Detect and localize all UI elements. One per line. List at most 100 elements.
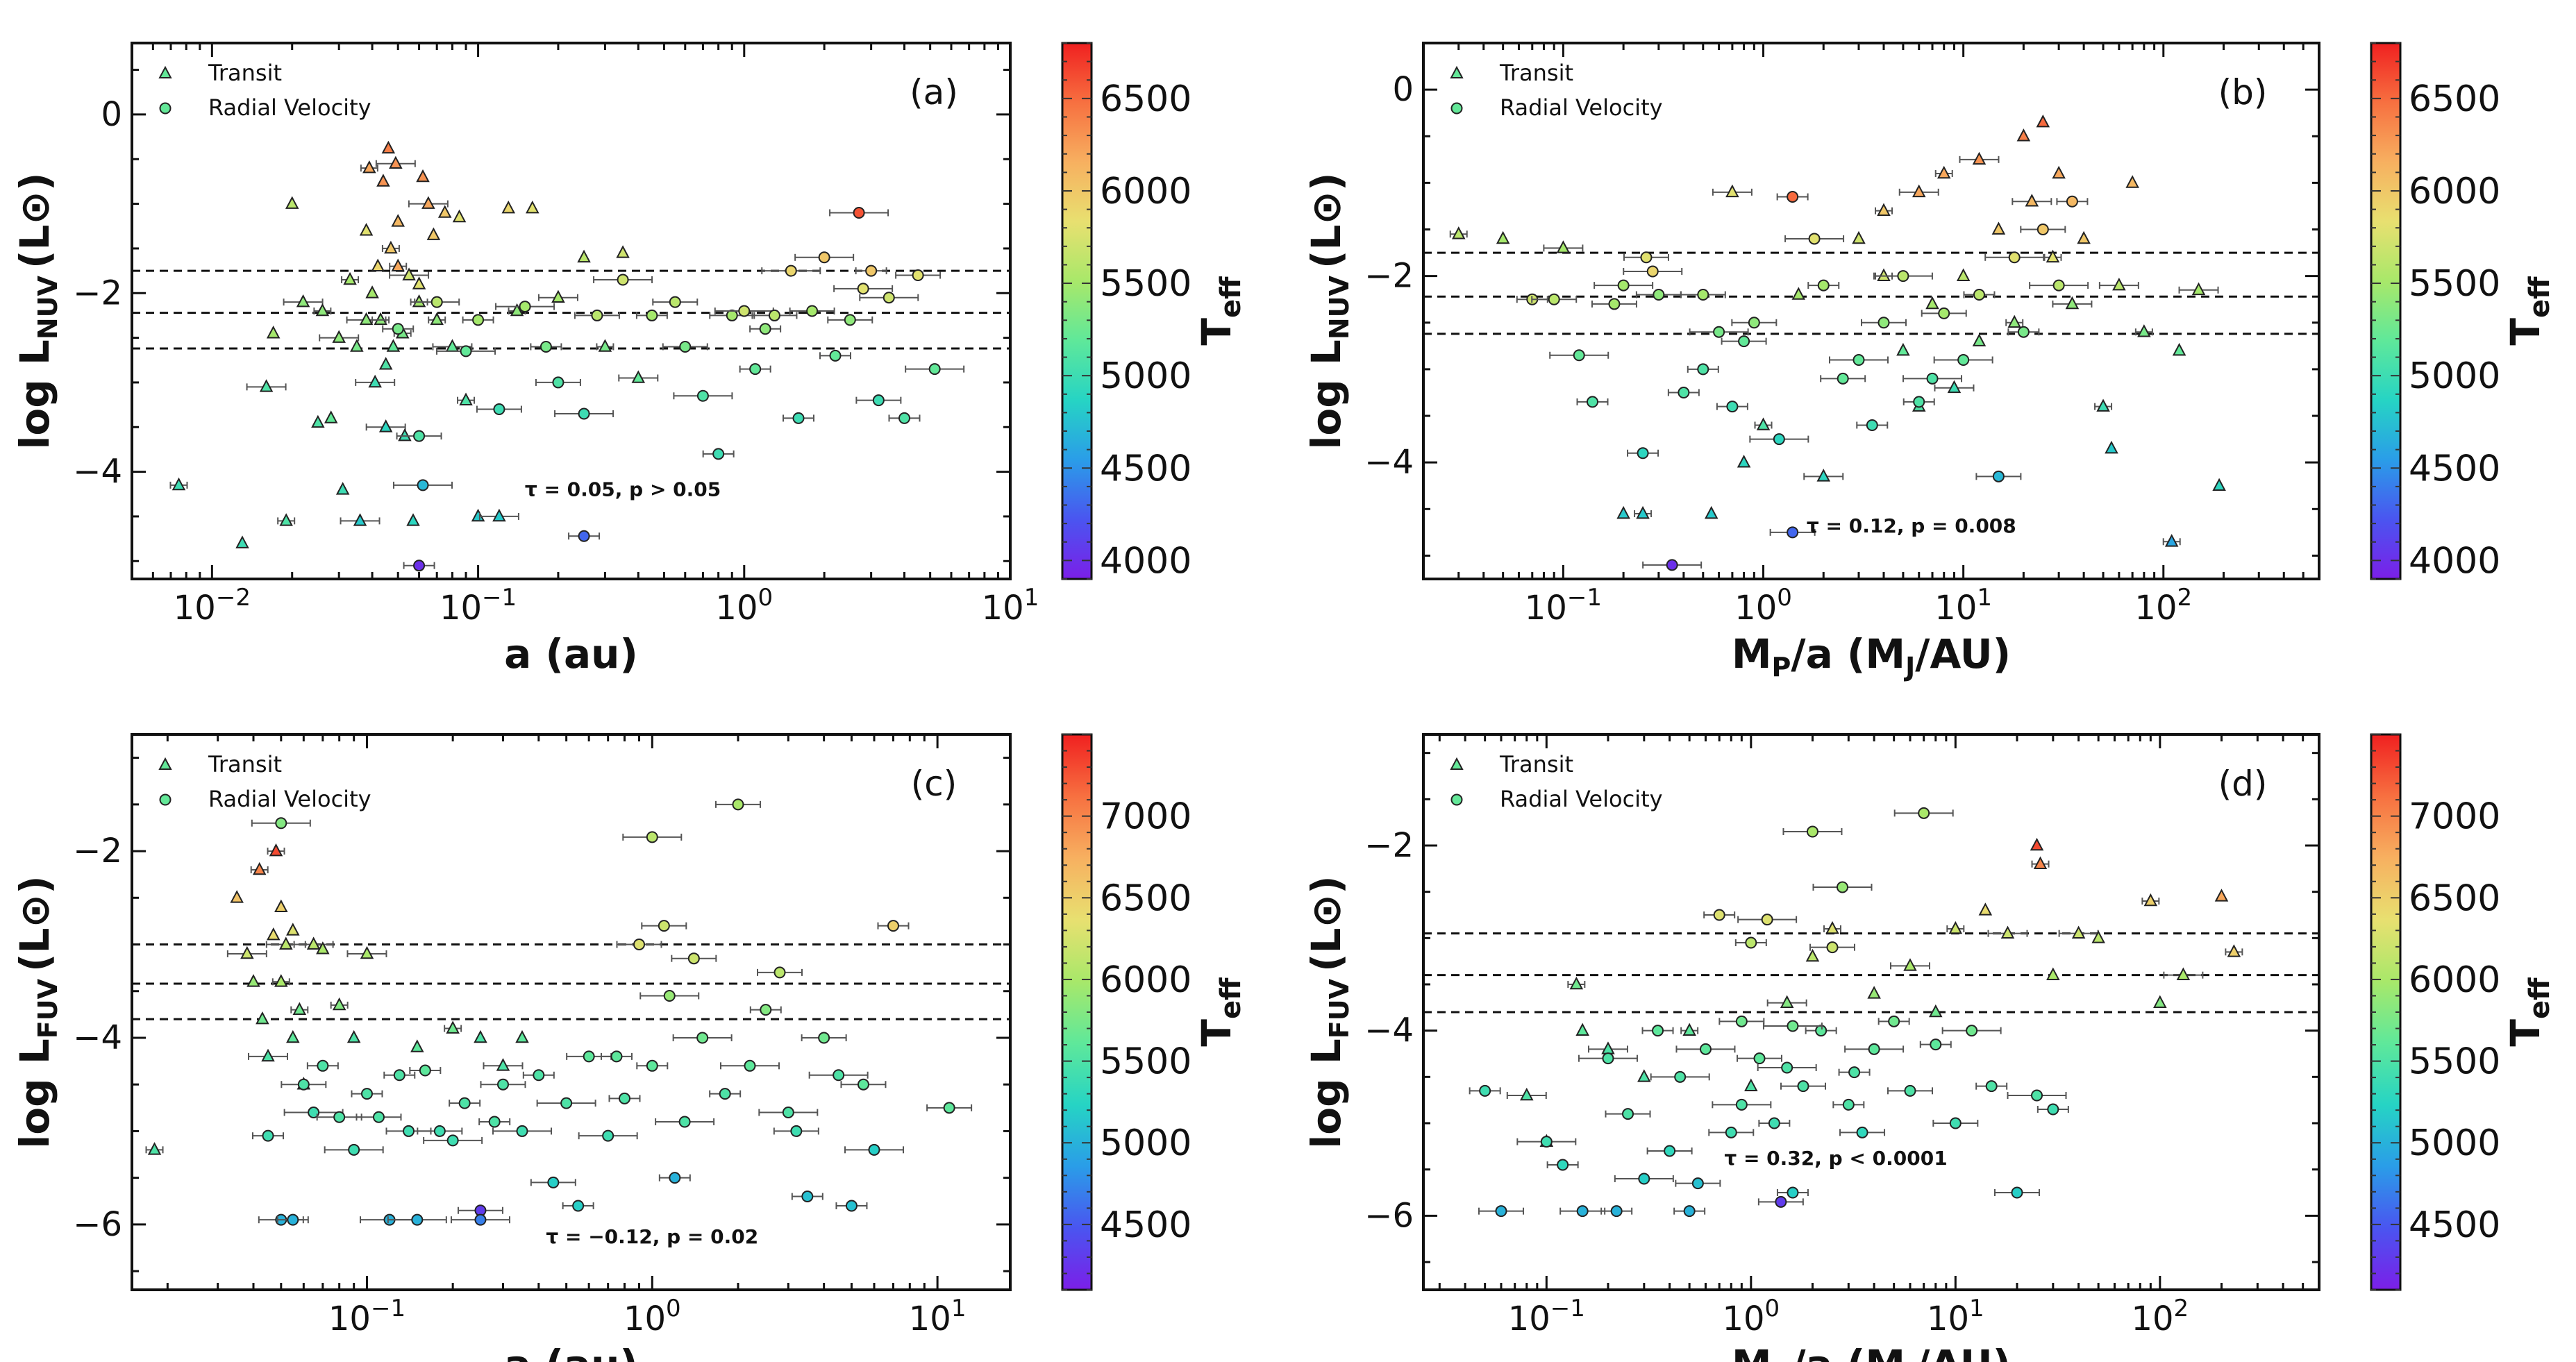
legend: Transit Radial Velocity [158,751,371,812]
transit-point [259,379,274,392]
rv-point [806,305,819,317]
colorbar-tick-label: 6500 [1100,877,1191,919]
y-tick-label: 0 [1392,70,1414,109]
rv-point [1904,1084,1916,1097]
rv-point [1957,353,1970,366]
rv-point [868,1143,880,1156]
rv-point [1787,191,1799,203]
y-axis-title: log LNUV(L⊙) [1303,172,1355,449]
transit-point [1451,226,1466,239]
transit-point [577,249,591,263]
x-axis-title: a (au) [504,1341,638,1362]
plot-frame [1422,733,2320,1291]
rv-point [1735,1098,1748,1111]
plot-frame [1422,42,2320,580]
x-tick-label: 10−1 [440,584,517,628]
y-tick-label: 0 [101,95,122,134]
panel-label: (b) [2218,72,2268,112]
y-tick-label: −4 [1364,443,1414,482]
rv-point [845,1200,858,1212]
transit-point [1948,920,1963,934]
rv-point [912,269,924,282]
legend-transit-marker [1450,65,1464,78]
rv-point [1725,1126,1737,1138]
transit-point [1569,976,1584,990]
rv-point [696,1032,709,1044]
rv-point [1817,279,1830,292]
transit-point [1791,287,1806,300]
transit-point [1556,240,1571,253]
plot-frame [131,42,1012,580]
transit-point [412,294,426,308]
transit-point [426,227,441,240]
rv-point [297,1078,310,1091]
transit-point [416,169,430,183]
rv-point [853,206,865,219]
rv-point [1775,1195,1787,1208]
transit-point [316,941,330,955]
rv-point [1837,372,1849,385]
transit-point [1496,230,1510,244]
rv-point [1745,936,1757,949]
legend-transit-label: Transit [208,60,282,86]
rv-point [474,1213,487,1226]
x-axis-title: MP/a (MJ/AU) [1732,630,2011,682]
rv-point [1638,1172,1650,1185]
rv-point [818,1032,830,1044]
colorbar-tick-label: 5500 [1100,1041,1191,1083]
rv-point [1735,1015,1748,1027]
rv-point [773,966,786,979]
colorbar [2370,42,2402,580]
rv-point [1586,396,1598,408]
rv-point [275,817,287,830]
transit-point [343,271,357,285]
panel-c: 10−1 100 101 −2 −4 −6 a (au) log LFUV(L⊙) (c) τ =… [11,733,1247,1362]
rv-point [833,1069,845,1082]
rv-point [663,989,676,1002]
transit-point [1867,986,1881,999]
rv-point [782,1107,794,1119]
transit-point [501,200,515,214]
transit-point [1972,151,1987,165]
transit-point [1852,230,1866,244]
rv-point [887,920,899,932]
transit-point [261,1048,275,1062]
transit-point [2000,925,2015,939]
legend-rv-label: Radial Velocity [1500,786,1663,812]
rv-point [419,1064,431,1077]
transit-point [398,428,412,442]
rv-point [829,349,842,362]
rv-point [768,309,780,321]
rv-point [2052,279,2065,292]
transit-point [2016,128,2031,142]
rv-point [1713,326,1725,338]
x-tick-label: 101 [1927,1295,1984,1338]
colorbar-tick-label: 4000 [1100,540,1191,582]
rv-point [2017,326,2030,338]
transit-point [332,330,346,343]
transit-point [269,843,283,857]
legend-rv-marker [159,102,172,115]
rv-point [883,292,895,304]
transit-point [1896,342,1910,356]
rv-point [1637,447,1649,460]
rv-point [1938,307,1950,319]
x-tick-label: 102 [2134,584,2192,628]
transit-point [246,974,260,987]
transit-point [376,174,390,187]
transit-point [551,289,565,303]
rv-point [749,363,762,376]
legend-transit-label: Transit [208,751,282,777]
rv-point [1557,1159,1569,1171]
x-tick-label: 10−1 [1525,584,1602,628]
rv-point [552,376,564,389]
transit-point [362,160,376,174]
transit-point [1756,417,1771,430]
rv-point [1697,289,1709,301]
transit-point [2125,175,2139,188]
kendall-annotation: τ = 0.05, p > 0.05 [525,478,721,501]
rv-point [1992,470,2005,482]
transit-point [267,927,281,941]
rv-point [417,479,429,491]
rv-point [738,305,751,317]
